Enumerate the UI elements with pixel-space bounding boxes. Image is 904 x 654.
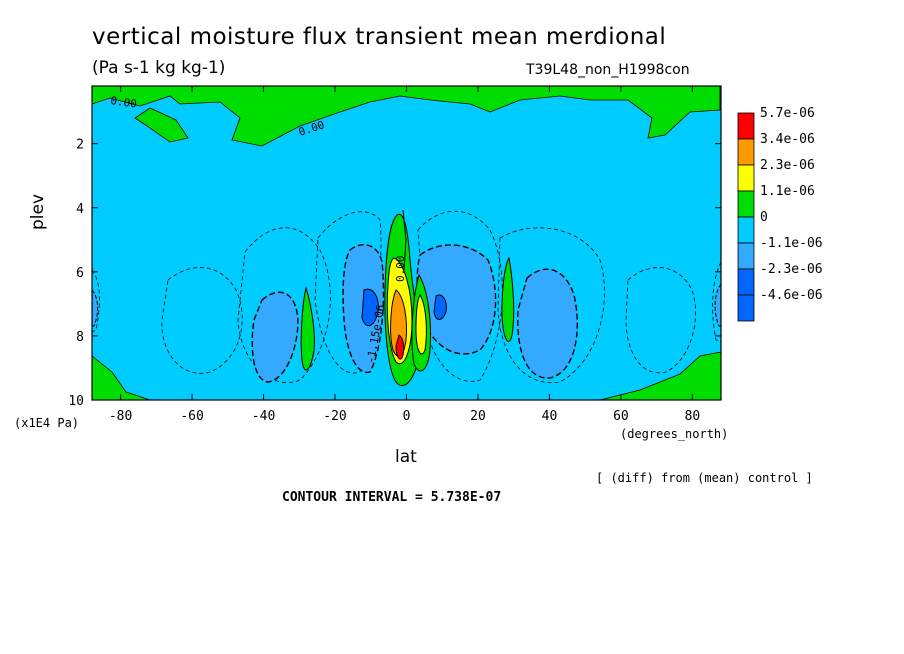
equatorial-maximum bbox=[384, 209, 431, 387]
positive-filament-27s bbox=[300, 286, 315, 371]
legend-label: 5.7e-06 bbox=[760, 106, 815, 121]
y-tick-label: 6 bbox=[76, 266, 84, 281]
y-tick-label: 8 bbox=[76, 330, 84, 345]
x-tick-label: 0 bbox=[403, 409, 411, 424]
strong-negative-10n bbox=[433, 294, 447, 320]
contour-label: 0.00 bbox=[110, 94, 138, 111]
zero-region-bottom-left bbox=[92, 355, 151, 400]
legend-label: -4.6e-06 bbox=[760, 288, 823, 303]
legend-label: 1.1e-06 bbox=[760, 184, 815, 199]
negative-blob-40n bbox=[517, 268, 578, 379]
zero-region-bottom-right bbox=[599, 351, 721, 400]
x-tick-label: 60 bbox=[613, 409, 629, 424]
x-tick-label: -80 bbox=[109, 409, 132, 424]
contour-label: 0.00 bbox=[394, 256, 407, 283]
legend-swatch bbox=[737, 138, 755, 166]
strong-negative-10s bbox=[361, 288, 379, 327]
chart-title: vertical moisture flux transient mean me… bbox=[92, 24, 667, 50]
legend-label: 0 bbox=[760, 210, 768, 225]
legend-label: -2.3e-06 bbox=[760, 262, 823, 277]
x-tick-label: 40 bbox=[542, 409, 558, 424]
zero-region-top bbox=[92, 86, 721, 147]
legend-label: -1.1e-06 bbox=[760, 236, 823, 251]
diff-note: [ (diff) from (mean) control ] bbox=[596, 471, 813, 485]
negative-edge-left bbox=[92, 289, 99, 327]
y-axis-unit: (x1E4 Pa) bbox=[14, 416, 80, 430]
legend-swatch bbox=[737, 112, 755, 140]
negative-blob-40s bbox=[251, 291, 299, 383]
legend-label: 3.4e-06 bbox=[760, 132, 815, 147]
x-tick-label: -60 bbox=[180, 409, 203, 424]
legend-swatch bbox=[737, 268, 755, 296]
y-tick-label: 10 bbox=[68, 394, 84, 409]
x-tick-label: -40 bbox=[252, 409, 275, 424]
color-legend: 5.7e-06 3.4e-06 2.3e-06 1.1e-06 0 -1.1e-06 -2.… bbox=[737, 106, 823, 322]
x-tick-label: -20 bbox=[323, 409, 346, 424]
legend-swatch bbox=[737, 294, 755, 322]
contour-field bbox=[92, 86, 721, 400]
legend-swatch bbox=[737, 242, 755, 270]
y-axis: 2 4 6 8 10 bbox=[68, 138, 721, 409]
legend-swatch bbox=[737, 216, 755, 244]
chart-units: (Pa s-1 kg kg-1) bbox=[92, 58, 226, 78]
x-axis: -80 -60 -40 -20 0 20 40 60 80 bbox=[109, 86, 700, 424]
negative-blob-15n bbox=[416, 244, 497, 355]
legend-swatch bbox=[737, 164, 755, 192]
positive-filament-28n bbox=[501, 256, 515, 342]
x-tick-label: 80 bbox=[685, 409, 701, 424]
zero-region-top-left bbox=[134, 107, 189, 143]
legend-swatch bbox=[737, 190, 755, 218]
legend-label: 2.3e-06 bbox=[760, 158, 815, 173]
y-tick-label: 2 bbox=[76, 138, 84, 153]
contour-interval: CONTOUR INTERVAL = 5.738E-07 bbox=[282, 490, 502, 505]
negative-edge-right bbox=[714, 283, 721, 327]
y-tick-label: 4 bbox=[76, 202, 84, 217]
x-axis-unit: (degrees_north) bbox=[620, 427, 729, 441]
x-tick-label: 20 bbox=[470, 409, 486, 424]
x-axis-label: lat bbox=[395, 447, 417, 467]
run-label: T39L48_non_H1998con bbox=[526, 62, 690, 78]
